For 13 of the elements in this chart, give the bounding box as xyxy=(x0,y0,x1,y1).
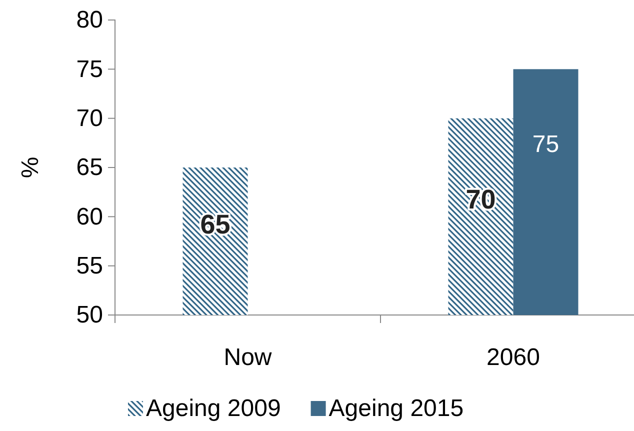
y-tick-label: 55 xyxy=(76,252,103,280)
y-tick-label: 75 xyxy=(76,56,103,83)
y-tick-label: 65 xyxy=(76,154,103,182)
y-tick-label: 80 xyxy=(76,6,103,34)
legend-label: Ageing 2015 xyxy=(328,395,464,422)
y-tick-label: 60 xyxy=(76,203,103,230)
x-tick-label: 2060 xyxy=(486,344,540,371)
x-tick-label: Now xyxy=(224,344,272,371)
y-tick-label: 70 xyxy=(76,105,103,132)
y-axis-title: % xyxy=(17,156,44,178)
y-tick-label: 50 xyxy=(76,302,103,329)
data-label: 75 xyxy=(532,131,560,158)
legend-label: Ageing 2009 xyxy=(146,395,281,422)
